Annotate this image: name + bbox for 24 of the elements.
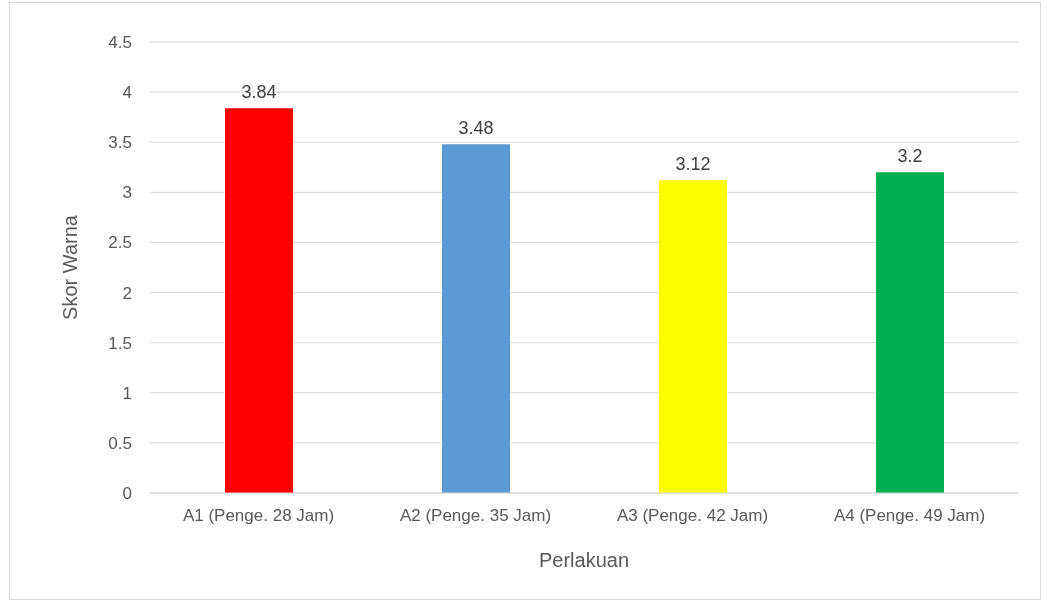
x-tick-label: A3 (Penge. 42 Jam) <box>616 506 769 526</box>
data-label: 3.84 <box>241 82 277 103</box>
x-tick-label: A2 (Penge. 35 Jam) <box>399 506 552 526</box>
y-tick-label: 2 <box>122 283 132 303</box>
bar <box>225 108 293 493</box>
y-tick-label: 2.5 <box>108 233 132 253</box>
y-tick-label: 1 <box>122 383 132 403</box>
y-tick-label: 0 <box>122 484 132 504</box>
data-label: 3.2 <box>897 146 923 167</box>
y-tick-label: 3 <box>122 183 132 203</box>
y-axis-title: Skor Warna <box>59 214 82 320</box>
y-tick-label: 1.5 <box>108 333 132 353</box>
y-tick-label: 4 <box>122 83 132 103</box>
x-axis-title: Perlakuan <box>538 549 630 571</box>
data-label: 3.12 <box>675 154 711 175</box>
data-label: 3.48 <box>458 118 494 139</box>
bar <box>442 144 510 493</box>
x-tick-label: A4 (Penge. 49 Jam) <box>833 506 986 526</box>
y-tick-label: 3.5 <box>108 133 132 153</box>
bar <box>876 172 944 493</box>
bar <box>659 180 727 493</box>
x-tick-label: A1 (Penge. 28 Jam) <box>182 506 335 526</box>
y-tick-label: 4.5 <box>108 33 132 53</box>
y-tick-label: 0.5 <box>108 433 132 453</box>
